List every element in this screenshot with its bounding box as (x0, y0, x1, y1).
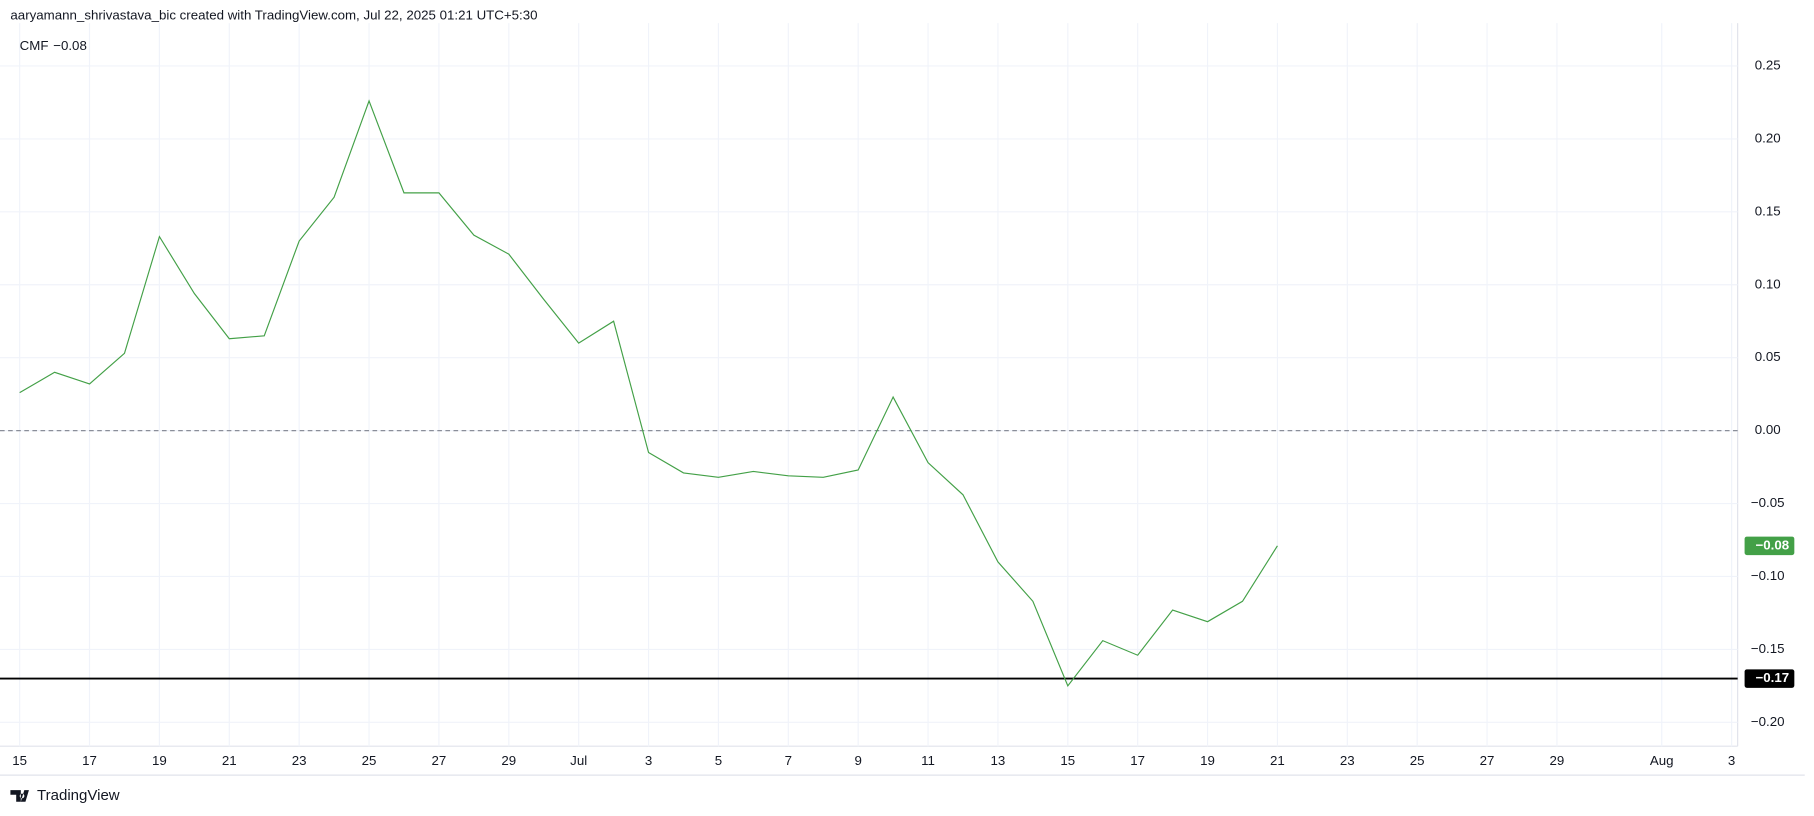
y-tick-label: −0.15 (1751, 641, 1785, 656)
y-tick-label: 0.25 (1755, 57, 1781, 72)
x-tick-label: 3 (1728, 753, 1735, 768)
x-tick-label: 29 (501, 753, 516, 768)
x-tick-label: 9 (854, 753, 861, 768)
x-tick-label: 21 (1270, 753, 1285, 768)
header: aaryamann_shrivastava_bic created with T… (10, 8, 537, 23)
x-tick-label: 13 (991, 753, 1006, 768)
y-tick-label: 0.15 (1755, 203, 1781, 218)
cmf-line (19, 99, 1278, 688)
x-tick-label: 15 (12, 753, 27, 768)
x-tick-label: Jul (570, 753, 587, 768)
grid (0, 23, 1738, 747)
x-tick-label: 17 (82, 753, 97, 768)
logo-icon (10, 790, 29, 802)
y-tick-label: 0.20 (1755, 130, 1781, 145)
x-tick-label: 7 (785, 753, 792, 768)
footer-text: TradingView (37, 787, 120, 804)
x-tick-label: 5 (715, 753, 722, 768)
x-tick-label: 11 (921, 753, 935, 768)
legend-value: −0.08 (53, 38, 87, 53)
x-tick-label: 17 (1130, 753, 1145, 768)
y-tick-label: 0.00 (1755, 422, 1781, 437)
last-value-bg (1744, 536, 1795, 556)
h-line-label: −0.17 (1756, 670, 1790, 685)
x-tick-label: Aug (1650, 753, 1674, 768)
legend-name: CMF (20, 38, 49, 53)
legend: CMF −0.08 (20, 38, 87, 53)
y-tick-label: −0.10 (1751, 568, 1785, 583)
y-tick-label: 0.10 (1755, 276, 1781, 291)
x-tick-label: 27 (1480, 753, 1495, 768)
y-tick-label: 0.05 (1755, 349, 1781, 364)
x-tick-label: 23 (292, 753, 307, 768)
x-tick-label: 15 (1060, 753, 1075, 768)
x-tick-label: 19 (1200, 753, 1215, 768)
footer-logo: TradingView (10, 787, 120, 804)
x-tick-label: 23 (1340, 753, 1355, 768)
x-tick-label: 29 (1550, 753, 1565, 768)
x-tick-label: 25 (362, 753, 377, 768)
h-line-label-bg (1744, 669, 1795, 688)
x-tick-label: 25 (1410, 753, 1425, 768)
y-tick-label: −0.05 (1751, 495, 1785, 510)
x-tick-label: 27 (432, 753, 447, 768)
x-tick-label: 19 (152, 753, 167, 768)
last-value-label: −0.08 (1756, 537, 1790, 552)
x-tick-label: 3 (645, 753, 652, 768)
x-tick-label: 21 (222, 753, 237, 768)
y-tick-label: −0.20 (1751, 714, 1785, 729)
